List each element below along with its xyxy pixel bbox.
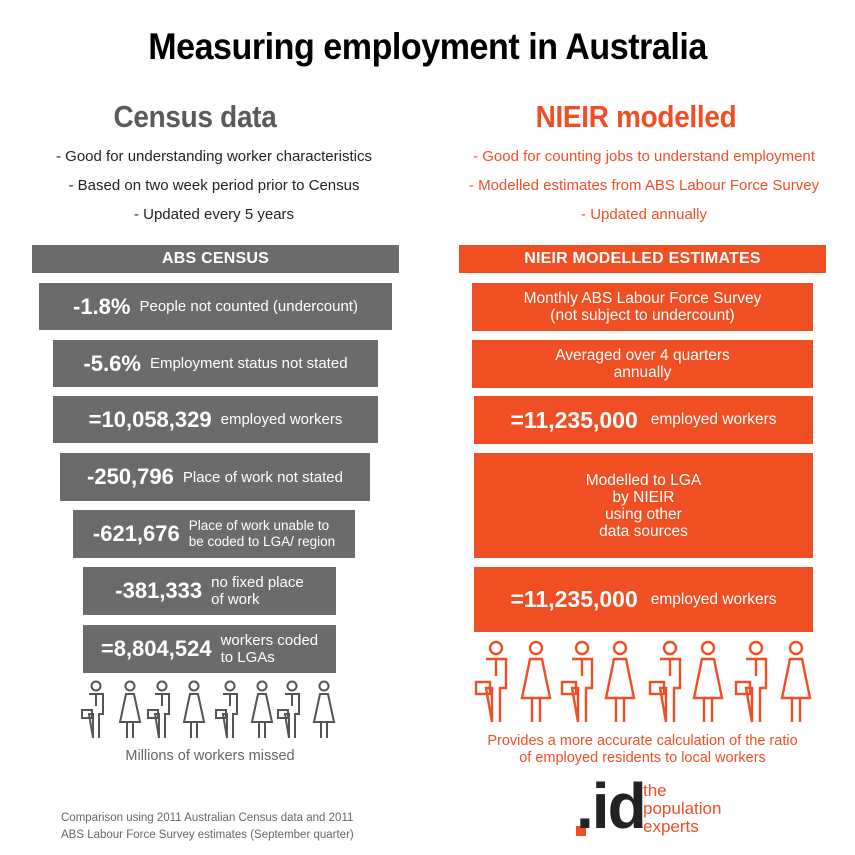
census-step-coded-to-lga: =8,804,524 workers coded to LGAs (83, 625, 336, 673)
census-bullet: - Good for understanding worker characte… (56, 148, 372, 165)
census-step-label: no fixed place of work (211, 574, 304, 608)
nieir-bullet: - Modelled estimates from ABS Labour For… (468, 177, 820, 194)
census-step-value: -621,676 (92, 521, 180, 546)
census-caption: Millions of workers missed (125, 748, 295, 764)
census-step-status-not-stated: -5.6% Employment status not stated (53, 340, 378, 387)
nieir-box-label: employed workers (650, 411, 777, 428)
census-step-value: -1.8% (73, 293, 131, 319)
census-step-place-not-stated: -250,796 Place of work not stated (60, 453, 370, 501)
nieir-averaged-box: Averaged over 4 quarters annually (472, 340, 813, 388)
census-step-label: employed workers (220, 411, 343, 428)
census-step-employed: =10,058,329 employed workers (53, 396, 378, 443)
nieir-box-label: employed workers (650, 590, 777, 608)
census-step-label: workers coded to LGAs (220, 632, 319, 666)
nieir-box-text: Modelled to LGA by NIEIR using other dat… (585, 471, 702, 540)
census-step-label: People not counted (undercount) (139, 298, 358, 315)
logo-mark: .id (576, 770, 647, 842)
logo-dot-icon (576, 826, 586, 836)
census-bullet: - Updated every 5 years (133, 206, 295, 223)
census-heading: Census data (113, 99, 277, 134)
census-step-value: -250,796 (87, 464, 174, 489)
census-step-label: Place of work unable to be coded to LGA/… (188, 518, 336, 549)
nieir-estimates-bar: NIEIR MODELLED ESTIMATES (459, 245, 826, 273)
census-step-uncodeable: -621,676 Place of work unable to be code… (73, 510, 355, 558)
nieir-bullet: - Good for counting jobs to understand e… (473, 148, 815, 165)
nieir-bullets: - Good for counting jobs to understand e… (434, 142, 854, 229)
abs-census-bar: ABS CENSUS (32, 245, 399, 273)
census-step-no-fixed-place: -381,333 no fixed place of work (83, 567, 336, 615)
nieir-workers-icon (474, 640, 812, 724)
census-step-undercount: -1.8% People not counted (undercount) (39, 283, 392, 330)
census-step-label: Place of work not stated (182, 468, 343, 486)
census-step-value: -381,333 (115, 578, 203, 603)
nieir-heading: NIEIR modelled (535, 99, 737, 134)
nieir-box-value: =11,235,000 (510, 586, 638, 612)
census-step-value: -5.6% (83, 350, 141, 376)
census-step-value: =10,058,329 (88, 406, 212, 432)
nieir-modelled-lga-box: Modelled to LGA by NIEIR using other dat… (474, 453, 813, 558)
nieir-caption: Provides a more accurate calculation of … (487, 733, 798, 766)
nieir-labour-force-survey-box: Monthly ABS Labour Force Survey (not sub… (472, 283, 813, 331)
page-title: Measuring employment in Australia (148, 26, 707, 67)
nieir-bullet: - Updated annually (581, 206, 707, 223)
logo-tagline: the population experts (643, 781, 722, 836)
nieir-box-value: =11,235,000 (510, 406, 638, 433)
census-bullet: - Based on two week period prior to Cens… (68, 177, 360, 194)
nieir-employed-box: =11,235,000 employed workers (474, 396, 813, 444)
census-workers-icon (81, 680, 335, 739)
nieir-employed-lga-box: =11,235,000 employed workers (474, 567, 813, 632)
nieir-box-text: Averaged over 4 quarters annually (555, 347, 730, 381)
nieir-box-text: Monthly ABS Labour Force Survey (not sub… (523, 290, 762, 324)
census-bullets: - Good for understanding worker characte… (14, 142, 414, 229)
census-step-value: =8,804,524 (100, 636, 212, 661)
footnote: Comparison using 2011 Australian Census … (61, 812, 354, 841)
census-step-label: Employment status not stated (149, 355, 348, 372)
